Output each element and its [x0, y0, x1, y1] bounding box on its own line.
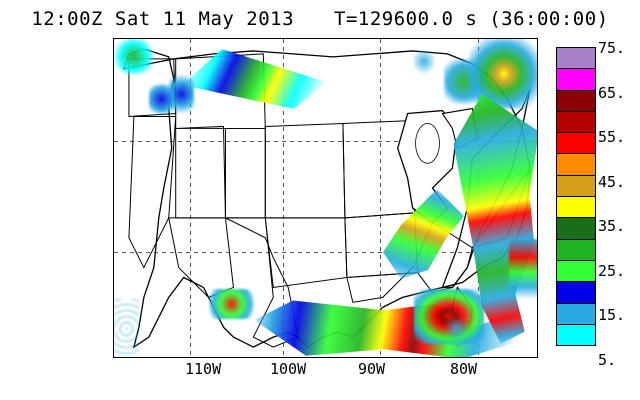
legend-swatch-30-35	[556, 217, 596, 239]
lon-label-80w: 80W	[450, 360, 477, 378]
color-scale-legend[interactable]	[556, 48, 596, 346]
precip-core-newengland	[469, 39, 538, 109]
legend-label-65: 65.	[598, 84, 625, 102]
legend-swatch-5-10	[556, 324, 596, 346]
legend-swatch-50-55	[556, 132, 596, 154]
map-frame[interactable]: 40N 30N	[113, 38, 538, 358]
legend-swatch-65-75	[556, 68, 596, 90]
legend-swatch-55-60	[556, 111, 596, 133]
legend-label-25: 25.	[598, 262, 625, 280]
precip-cell-mn	[414, 49, 434, 74]
lon-label-110w: 110W	[185, 360, 221, 378]
precip-cell-nw1	[114, 39, 154, 74]
legend-tick-labels: 75. 65. 55. 45. 35. 25. 15. 5.	[598, 48, 638, 360]
legend-swatch-45-50	[556, 153, 596, 175]
precip-cell-swtx	[209, 289, 254, 319]
map-canvas[interactable]	[114, 39, 537, 357]
legend-label-55: 55.	[598, 128, 625, 146]
legend-swatch-10-15	[556, 303, 596, 325]
legend-swatch-75	[556, 47, 596, 69]
legend-label-35: 35.	[598, 217, 625, 235]
legend-swatch-60-65	[556, 90, 596, 112]
precip-cell-idaho2	[149, 84, 174, 114]
title-forecast: T=129600.0 s (36:00:00)	[334, 8, 609, 30]
radar-forecast-map: 12:00Z Sat 11 May 2013 T=129600.0 s (36:…	[0, 0, 640, 400]
precip-cell-carolinas	[509, 239, 538, 299]
legend-swatch-35-40	[556, 196, 596, 218]
lon-label-100w: 100W	[270, 360, 306, 378]
legend-label-15: 15.	[598, 306, 625, 324]
legend-swatch-20-25	[556, 260, 596, 282]
lon-label-90w: 90W	[358, 360, 385, 378]
title-bar: 12:00Z Sat 11 May 2013 T=129600.0 s (36:…	[0, 8, 640, 30]
legend-label-5: 5.	[598, 351, 616, 369]
legend-swatch-40-45	[556, 175, 596, 197]
legend-label-45: 45.	[598, 173, 625, 191]
legend-label-75: 75.	[598, 39, 625, 57]
legend-swatch-25-30	[556, 239, 596, 261]
precip-noise-socal	[114, 299, 139, 358]
legend-swatch-15-20	[556, 281, 596, 303]
title-datetime: 12:00Z Sat 11 May 2013	[31, 8, 294, 30]
precip-cell-flpanhandle	[444, 319, 469, 339]
